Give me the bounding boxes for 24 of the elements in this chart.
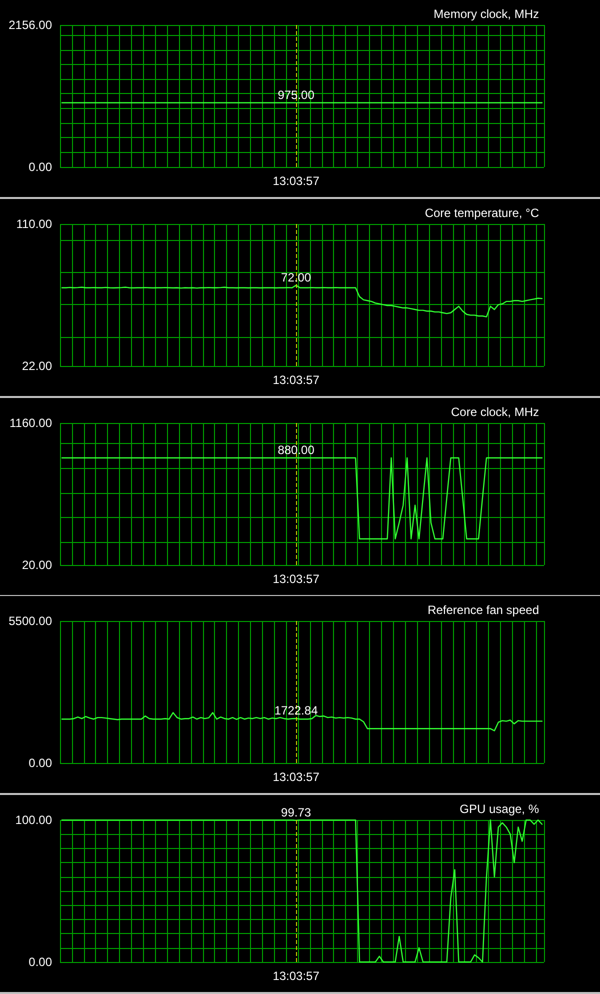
- y-tick-label: 110.00: [16, 216, 52, 231]
- x-tick-label: 13:03:57: [272, 572, 320, 586]
- y-tick-label: 5500.00: [8, 614, 52, 628]
- y-tick-label: 2156.00: [8, 18, 52, 32]
- y-tick-label: 20.00: [22, 558, 52, 572]
- x-tick-label: 13:03:57: [272, 372, 320, 387]
- chart-title: Core clock, MHz: [450, 404, 539, 419]
- y-tick-label: 0.00: [28, 756, 52, 770]
- x-tick-label: 13:03:57: [272, 770, 320, 784]
- y-tick-label: 1160.00: [10, 416, 52, 430]
- x-tick-label: 13:03:57: [272, 969, 320, 984]
- y-tick-label: 0.00: [28, 160, 52, 174]
- y-tick-label: 0.00: [28, 955, 52, 970]
- line-series: [61, 284, 543, 318]
- y-tick-label: 22.00: [22, 358, 52, 373]
- chart-title: Memory clock, MHz: [434, 7, 540, 21]
- annotation: 99.73: [281, 806, 312, 820]
- y-tick-label: 100.00: [15, 813, 52, 828]
- x-tick-label: 13:03:57: [272, 174, 320, 188]
- line-series: [61, 820, 543, 963]
- line-series: [61, 456, 543, 540]
- chart-title: Core temperature, °C: [424, 206, 540, 220]
- chart-title: Reference fan speed: [428, 603, 540, 618]
- chart-title: GPU usage, %: [460, 802, 540, 816]
